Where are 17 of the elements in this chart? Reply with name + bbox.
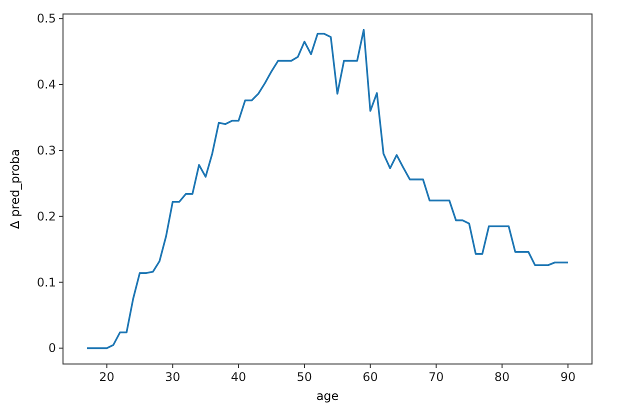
y-tick-label: 0.3 [36,143,56,158]
x-tick-label: 80 [494,370,510,384]
y-tick-label: 0.2 [36,209,56,224]
x-tick-label: 70 [428,370,444,384]
y-tick-label: 0.1 [36,275,56,290]
x-tick-label: 40 [230,370,246,384]
x-tick-label: 20 [99,370,114,384]
x-tick-label: 30 [165,370,180,384]
y-tick-label: 0 [48,341,56,356]
y-tick-label: 0.4 [36,78,56,92]
x-tick-label: 90 [560,370,576,384]
x-axis-title: age [316,389,339,403]
line-series [86,28,569,350]
y-tick-label: 0.5 [36,12,56,26]
x-tick-label: 60 [362,370,378,384]
y-axis-title: Δ pred_proba [8,149,22,229]
x-tick-label: 50 [296,370,312,384]
